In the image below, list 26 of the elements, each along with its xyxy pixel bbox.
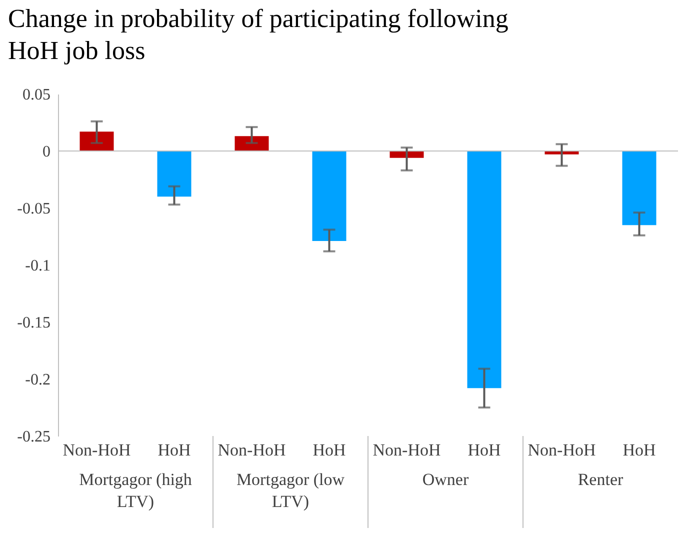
bar bbox=[80, 132, 114, 151]
x-tick-label: Non-HoH bbox=[62, 440, 131, 460]
y-tick-label: -0.25 bbox=[17, 428, 50, 446]
x-tick-label: HoH bbox=[312, 440, 346, 460]
bar bbox=[622, 151, 656, 226]
y-tick-label: -0.05 bbox=[17, 200, 50, 218]
bar bbox=[312, 151, 346, 242]
bar bbox=[467, 151, 502, 388]
text: Renter bbox=[578, 470, 624, 489]
x-tick-label: Non-HoH bbox=[372, 440, 441, 460]
x-tick-label: HoH bbox=[468, 440, 501, 460]
chart-title: Change in probability of participating following HoH job loss bbox=[8, 4, 508, 65]
text: Owner bbox=[422, 470, 469, 489]
y-tick-label: -0.2 bbox=[25, 372, 50, 388]
x-tick-label: Non-HoH bbox=[218, 440, 286, 460]
x-tick-label: HoH bbox=[622, 440, 656, 460]
y-tick-label: 0.05 bbox=[22, 86, 50, 104]
text: Mortgagor (high LTV) bbox=[79, 470, 192, 511]
x-tick-label: Non-HoH bbox=[528, 440, 596, 460]
y-tick-label: 0 bbox=[42, 144, 50, 160]
y-tick-label: -0.1 bbox=[25, 258, 50, 274]
y-tick-label: -0.15 bbox=[17, 314, 50, 332]
x-tick-label: HoH bbox=[158, 440, 191, 460]
bar bbox=[157, 151, 192, 197]
bar bbox=[234, 136, 269, 151]
text: Mortgagor (low LTV) bbox=[236, 470, 346, 511]
